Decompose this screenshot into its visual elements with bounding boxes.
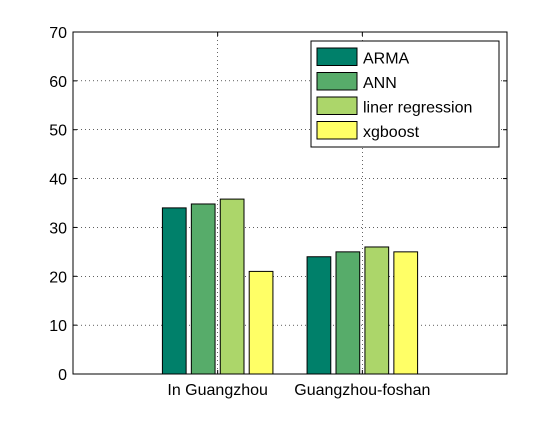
legend-label: xgboost [363,124,420,141]
bars [161,198,419,375]
legend-label: ARMA [363,50,410,67]
legend: ARMA ANN liner regression xgboost [310,40,500,148]
legend-swatch [316,47,358,66]
y-tick-label: 70 [49,25,67,42]
y-tick-label: 20 [49,269,67,286]
x-tick-label: Guangzhou-foshan [294,382,430,399]
y-tick-label: 10 [49,318,67,335]
plot-frame [72,31,508,375]
x-axis: In Guangzhou Guangzhou-foshan [167,32,430,399]
x-tick-label: In Guangzhou [167,382,268,399]
bar-arma [306,256,332,375]
bar-ann [190,203,216,375]
y-tick-label: 30 [49,220,67,237]
bar-liner-regression [219,198,245,375]
y-tick-label: 40 [49,172,67,189]
legend-swatch [316,121,358,140]
legend-label: liner regression [363,99,472,116]
legend-swatch [316,96,358,115]
bar-arma [161,207,187,375]
grid-lines [73,32,507,374]
legend-label: ANN [363,75,397,92]
bar-liner-regression [364,246,390,375]
bar-ann [335,251,361,375]
bar-xgboost [393,251,419,375]
y-tick-label: 0 [58,367,67,384]
bar-xgboost [248,270,274,375]
y-tick-label: 50 [49,123,67,140]
legend-swatch [316,72,358,91]
y-axis: 0 10 20 30 40 50 60 70 [49,25,507,384]
y-tick-label: 60 [49,74,67,91]
